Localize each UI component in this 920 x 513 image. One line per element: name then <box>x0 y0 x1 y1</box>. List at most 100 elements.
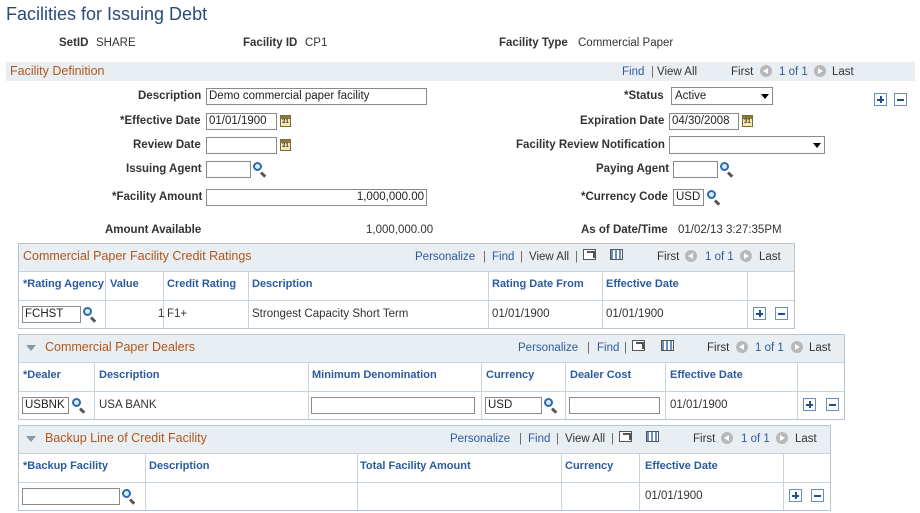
search-icon[interactable] <box>544 398 558 414</box>
column-header[interactable]: *Rating Agency <box>23 278 104 290</box>
nav-separator: | <box>624 342 627 354</box>
personalize-link[interactable]: Personalize <box>415 251 476 263</box>
column-header[interactable]: Total Facility Amount <box>360 460 471 472</box>
column-header[interactable]: Dealer Cost <box>570 369 632 381</box>
add-row-icon[interactable] <box>753 307 766 320</box>
column-header[interactable]: *Dealer <box>23 369 61 381</box>
search-icon[interactable] <box>720 162 734 178</box>
calendar-icon[interactable] <box>280 139 291 151</box>
column-header[interactable]: Credit Rating <box>167 278 237 290</box>
facility-view-all-link[interactable]: View All <box>657 66 698 78</box>
rating-effective-date: 01/01/1900 <box>606 308 664 320</box>
zoom-grid-icon[interactable] <box>583 249 596 260</box>
previous-row-icon[interactable] <box>685 250 697 262</box>
next-row-icon[interactable] <box>740 250 752 262</box>
credit-ratings-grid-header <box>19 244 794 271</box>
calendar-icon[interactable] <box>742 115 753 127</box>
description-label: Description <box>138 90 202 102</box>
last-label: Last <box>795 433 817 445</box>
facility-amount-input[interactable]: 1,000,000.00 <box>206 189 427 206</box>
find-link[interactable]: Find <box>492 251 515 263</box>
column-header[interactable]: Description <box>99 369 160 381</box>
view-all-link[interactable]: View All <box>565 433 606 445</box>
review-notification-select[interactable] <box>669 136 825 154</box>
dealers-title[interactable]: Commercial Paper Dealers <box>26 340 195 354</box>
add-row-icon[interactable] <box>789 489 802 502</box>
delete-row-icon[interactable] <box>775 307 788 320</box>
add-row-icon[interactable] <box>803 398 816 411</box>
issuing-agent-input[interactable] <box>206 161 251 178</box>
facility-first-label: First <box>731 66 754 78</box>
page-title: Facilities for Issuing Debt <box>6 4 208 24</box>
download-grid-icon[interactable] <box>661 340 674 351</box>
minimum-denomination-input[interactable] <box>311 397 475 414</box>
nav-separator: | <box>556 433 559 445</box>
column-header[interactable]: Value <box>110 278 139 290</box>
status-label: *Status <box>624 90 664 102</box>
first-label: First <box>707 342 730 354</box>
column-header[interactable]: Minimum Denomination <box>312 369 437 381</box>
backup-title[interactable]: Backup Line of Credit Facility <box>26 431 207 445</box>
delete-row-icon[interactable] <box>811 489 824 502</box>
effective-date-label: *Effective Date <box>120 115 201 127</box>
review-date-label: Review Date <box>133 139 201 151</box>
download-grid-icon[interactable] <box>610 249 623 260</box>
facility-type-label: Facility Type <box>499 37 568 49</box>
search-icon[interactable] <box>707 190 721 206</box>
find-link[interactable]: Find <box>528 433 551 445</box>
search-icon[interactable] <box>122 489 136 505</box>
row-count: 1 of 1 <box>705 251 734 263</box>
previous-row-icon[interactable] <box>736 341 748 353</box>
credit-rating: F1+ <box>167 308 188 320</box>
facility-id-value: CP1 <box>305 37 328 49</box>
nav-separator: | <box>575 251 578 263</box>
next-row-icon[interactable] <box>791 341 803 353</box>
facility-amount-label: *Facility Amount <box>112 191 203 203</box>
find-link[interactable]: Find <box>597 342 620 354</box>
status-select[interactable]: Active <box>671 87 773 105</box>
expiration-date-label: Expiration Date <box>580 115 665 127</box>
review-date-input[interactable] <box>206 137 277 154</box>
amount-available-value: 1,000,000.00 <box>366 224 434 236</box>
column-header[interactable]: Rating Date From <box>492 278 584 290</box>
column-header[interactable]: Description <box>149 460 210 472</box>
delete-facility-row-icon[interactable] <box>894 93 907 106</box>
next-row-icon[interactable] <box>814 65 826 77</box>
backup-facility-input[interactable] <box>22 488 120 505</box>
personalize-link[interactable]: Personalize <box>518 342 579 354</box>
delete-row-icon[interactable] <box>826 398 839 411</box>
previous-row-icon[interactable] <box>721 432 733 444</box>
facility-find-link[interactable]: Find <box>622 66 645 78</box>
paying-agent-input[interactable] <box>673 161 718 178</box>
zoom-grid-icon[interactable] <box>632 340 645 351</box>
calendar-icon[interactable] <box>280 115 291 127</box>
column-header[interactable]: Currency <box>486 369 535 381</box>
facility-last-label: Last <box>832 66 854 78</box>
view-all-link[interactable]: View All <box>529 251 570 263</box>
next-row-icon[interactable] <box>776 432 788 444</box>
zoom-grid-icon[interactable] <box>619 431 632 442</box>
column-header[interactable]: Description <box>252 278 313 290</box>
previous-row-icon[interactable] <box>760 65 772 77</box>
column-header[interactable]: Effective Date <box>645 460 718 472</box>
download-grid-icon[interactable] <box>646 431 659 442</box>
effective-date-input[interactable]: 01/01/1900 <box>206 113 277 130</box>
currency-code-input[interactable]: USD <box>673 189 704 206</box>
nav-separator: | <box>519 433 522 445</box>
personalize-link[interactable]: Personalize <box>450 433 511 445</box>
dealer-cost-input[interactable] <box>569 397 660 414</box>
search-icon[interactable] <box>72 398 86 414</box>
description-input[interactable]: Demo commercial paper facility <box>206 88 427 105</box>
dealer-currency-input[interactable]: USD <box>485 397 542 414</box>
rating-agency-input[interactable]: FCHST <box>22 306 81 323</box>
column-header[interactable]: Effective Date <box>670 369 743 381</box>
column-header[interactable]: Currency <box>565 460 614 472</box>
column-header[interactable]: Effective Date <box>606 278 679 290</box>
dealer-input[interactable]: USBNK <box>22 397 69 414</box>
column-header[interactable]: *Backup Facility <box>23 460 108 472</box>
search-icon[interactable] <box>83 307 97 323</box>
facility-definition-title: Facility Definition <box>10 64 105 78</box>
add-facility-row-icon[interactable] <box>874 93 887 106</box>
search-icon[interactable] <box>253 162 267 178</box>
expiration-date-input[interactable]: 04/30/2008 <box>669 113 739 130</box>
